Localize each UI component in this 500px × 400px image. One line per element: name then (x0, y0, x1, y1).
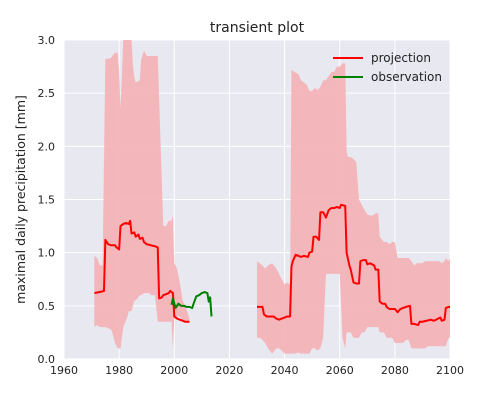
legend: projection observation (333, 51, 442, 84)
x-tick-label: 2000 (160, 364, 188, 377)
band-area (257, 63, 450, 354)
y-tick-labels: 0.0 0.5 1.0 1.5 2.0 2.5 3.0 (38, 34, 56, 366)
x-tick-label: 2080 (381, 364, 409, 377)
projection-line (257, 203, 450, 326)
x-tick-label: 2100 (436, 364, 464, 377)
y-tick-label: 1.5 (38, 194, 56, 207)
y-tick-label: 3.0 (38, 34, 56, 47)
x-tick-label: 2040 (271, 364, 299, 377)
series-lines (94, 203, 450, 326)
projection-range-band (94, 40, 450, 354)
y-tick-label: 1.0 (38, 247, 56, 260)
x-tick-labels: 1960 1980 2000 2020 2040 2060 2080 2100 (50, 364, 464, 377)
legend-label-projection: projection (371, 51, 431, 65)
chart-title: transient plot (210, 20, 305, 36)
y-tick-label: 2.5 (38, 87, 56, 100)
y-tick-label: 0.5 (38, 300, 56, 313)
x-tick-label: 1980 (105, 364, 133, 377)
x-tick-label: 2020 (215, 364, 243, 377)
y-tick-label: 2.0 (38, 140, 56, 153)
y-tick-label: 0.0 (38, 353, 56, 366)
y-axis-label: maximal daily precipitation [mm] (13, 95, 28, 304)
projection-line (94, 219, 190, 323)
x-tick-label: 1960 (50, 364, 78, 377)
legend-label-observation: observation (371, 70, 442, 84)
observation-line (170, 291, 213, 317)
x-tick-label: 2060 (326, 364, 354, 377)
band-area (94, 40, 190, 349)
